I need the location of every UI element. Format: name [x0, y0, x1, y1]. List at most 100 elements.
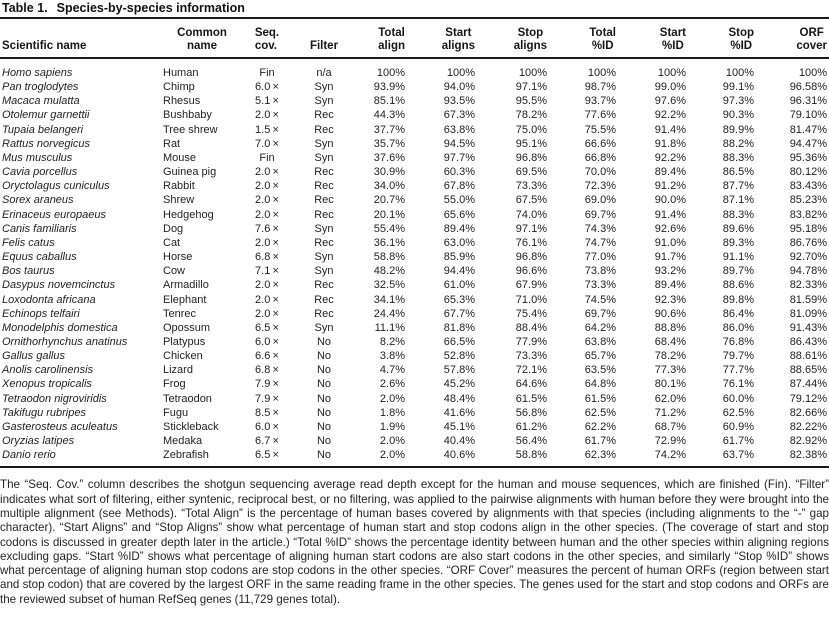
cell-common-name: Platypus: [163, 335, 206, 348]
cell-stop-aligns: 96.8%: [515, 151, 547, 164]
cell-total-pct-id: 66.6%: [584, 137, 616, 150]
title-divider-rule: [0, 17, 829, 19]
cell-total-pct-id: 93.7%: [584, 95, 616, 108]
cell-common-name: Guinea pig: [163, 166, 217, 179]
cell-total-align: 34.0%: [373, 180, 405, 193]
cell-seq-cov: 6.0 ×: [255, 335, 279, 348]
cell-seq-cov: 6.7 ×: [255, 435, 279, 448]
cell-scientific-name: Tetraodon nigroviridis: [2, 392, 107, 405]
cell-scientific-name: Otolemur garnettii: [2, 109, 90, 122]
cell-start-aligns: 61.0%: [443, 279, 475, 292]
cell-total-align: 44.3%: [373, 109, 405, 122]
cell-start-aligns: 67.3%: [443, 109, 475, 122]
cell-total-align: 20.1%: [373, 208, 405, 221]
cell-start-pct-id: 92.6%: [654, 222, 686, 235]
cell-total-pct-id: 62.3%: [584, 449, 616, 462]
cell-scientific-name: Bos taurus: [2, 265, 55, 278]
cell-total-pct-id: 63.5%: [584, 364, 616, 377]
cell-start-pct-id: 68.4%: [654, 335, 686, 348]
table-figure: Table 1. Species-by-species information S…: [0, 1, 829, 606]
cell-orf-cover: 81.47%: [789, 123, 827, 136]
cell-orf-cover: 82.92%: [789, 435, 827, 448]
cell-filter: Syn: [314, 81, 334, 94]
cell-orf-cover: 83.82%: [789, 208, 827, 221]
cell-stop-aligns: 61.2%: [515, 420, 547, 433]
cell-start-aligns: 52.8%: [443, 350, 475, 363]
cell-start-pct-id: 74.2%: [654, 449, 686, 462]
cell-filter: No: [316, 435, 332, 448]
cell-scientific-name: Echinops telfairi: [2, 307, 80, 320]
cell-stop-pct-id: 86.4%: [722, 307, 754, 320]
table-row: Monodelphis domestica Opossum 6.5 × Syn 11.1…: [0, 321, 829, 335]
cell-orf-cover: 100%: [798, 67, 827, 79]
table-row: Dasypus novemcinctus Armadillo 2.0 × Rec 32.…: [0, 278, 829, 292]
cell-stop-pct-id: 91.1%: [722, 251, 754, 264]
cell-orf-cover: 82.38%: [789, 449, 827, 462]
cell-scientific-name: Anolis carolinensis: [2, 364, 94, 377]
table-row: Tetraodon nigroviridis Tetraodon 7.9 × No 2.…: [0, 392, 829, 406]
table-body: Homo sapiens Human Fin n/a 100% 100% 100% 100% 1…: [0, 58, 829, 467]
cell-orf-cover: 79.10%: [789, 109, 827, 122]
cell-seq-cov: 2.0 ×: [255, 279, 279, 292]
cell-scientific-name: Mus musculus: [2, 151, 73, 164]
cell-total-align: 35.7%: [373, 137, 405, 150]
table-row: Mus musculus Mouse Fin Syn 37.6% 97.7% 96.8% 66…: [0, 151, 829, 165]
cell-total-pct-id: 74.5%: [584, 293, 616, 306]
cell-stop-aligns: 88.4%: [515, 321, 547, 334]
cell-seq-cov: 2.0 ×: [255, 194, 279, 207]
cell-stop-aligns: 67.9%: [515, 279, 547, 292]
cell-stop-aligns: 74.0%: [515, 208, 547, 221]
table-row: Pan troglodytes Chimp 6.0 × Syn 93.9% 94.0% 97…: [0, 80, 829, 94]
table-row: Erinaceus europaeus Hedgehog 2.0 × Rec 20.1%…: [0, 208, 829, 222]
cell-scientific-name: Canis familiaris: [2, 222, 77, 235]
cell-total-pct-id: 64.8%: [584, 378, 616, 391]
cell-scientific-name: Danio rerio: [2, 449, 56, 462]
cell-common-name: Zebrafish: [163, 449, 209, 462]
cell-stop-pct-id: 63.7%: [722, 449, 754, 462]
cell-stop-pct-id: 89.6%: [722, 222, 754, 235]
cell-total-pct-id: 62.5%: [584, 406, 616, 419]
cell-stop-aligns: 56.8%: [515, 406, 547, 419]
cell-filter: Rec: [314, 293, 334, 306]
cell-filter: Syn: [314, 251, 334, 264]
cell-seq-cov: 6.0 ×: [255, 81, 279, 94]
cell-start-pct-id: 89.4%: [654, 166, 686, 179]
cell-total-pct-id: 70.0%: [584, 166, 616, 179]
cell-filter: No: [316, 406, 332, 419]
cell-start-aligns: 67.7%: [443, 307, 475, 320]
cell-stop-pct-id: 86.0%: [722, 321, 754, 334]
cell-filter: Syn: [314, 321, 334, 334]
cell-filter: Rec: [314, 109, 334, 122]
cell-stop-pct-id: 97.3%: [722, 95, 754, 108]
cell-start-pct-id: 99.0%: [654, 81, 686, 94]
cell-filter: No: [316, 335, 332, 348]
cell-total-align: 30.9%: [373, 166, 405, 179]
cell-start-aligns: 66.5%: [443, 335, 475, 348]
cell-scientific-name: Equus caballus: [2, 251, 77, 264]
cell-orf-cover: 88.65%: [789, 364, 827, 377]
cell-total-align: 93.9%: [373, 81, 405, 94]
cell-total-align: 37.7%: [373, 123, 405, 136]
cell-common-name: Medaka: [163, 435, 203, 448]
table-row: Ornithorhynchus anatinus Platypus 6.0 × No 8…: [0, 335, 829, 349]
cell-total-align: 100%: [376, 67, 405, 79]
table-number-label: Table 1.: [2, 1, 48, 15]
cell-start-pct-id: 91.4%: [654, 208, 686, 221]
cell-total-pct-id: 66.8%: [584, 151, 616, 164]
cell-seq-cov: 6.8 ×: [255, 251, 279, 264]
cell-scientific-name: Loxodonta africana: [2, 293, 96, 306]
cell-start-pct-id: 92.3%: [654, 293, 686, 306]
cell-total-pct-id: 62.2%: [584, 420, 616, 433]
cell-common-name: Rabbit: [163, 180, 195, 193]
cell-stop-aligns: 96.8%: [515, 251, 547, 264]
cell-start-aligns: 94.0%: [443, 81, 475, 94]
cell-total-pct-id: 74.3%: [584, 222, 616, 235]
cell-common-name: Lizard: [163, 364, 193, 377]
cell-start-aligns: 63.0%: [443, 236, 475, 249]
cell-stop-pct-id: 76.8%: [722, 335, 754, 348]
cell-seq-cov: 6.8 ×: [255, 364, 279, 377]
cell-seq-cov: 7.1 ×: [255, 265, 279, 278]
table-row: Anolis carolinensis Lizard 6.8 × No 4.7% 57.8…: [0, 363, 829, 377]
cell-start-pct-id: 91.4%: [654, 123, 686, 136]
cell-start-pct-id: 77.3%: [654, 364, 686, 377]
